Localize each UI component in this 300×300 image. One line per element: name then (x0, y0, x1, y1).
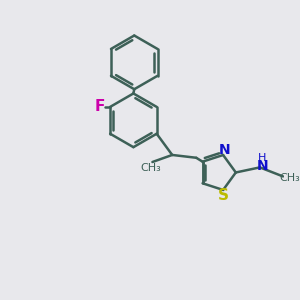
Text: CH₃: CH₃ (280, 173, 300, 183)
Text: F: F (95, 99, 105, 114)
Text: N: N (256, 159, 268, 173)
Text: N: N (219, 143, 230, 157)
Text: S: S (218, 188, 229, 202)
Text: CH₃: CH₃ (141, 163, 161, 173)
Text: H: H (258, 153, 266, 163)
